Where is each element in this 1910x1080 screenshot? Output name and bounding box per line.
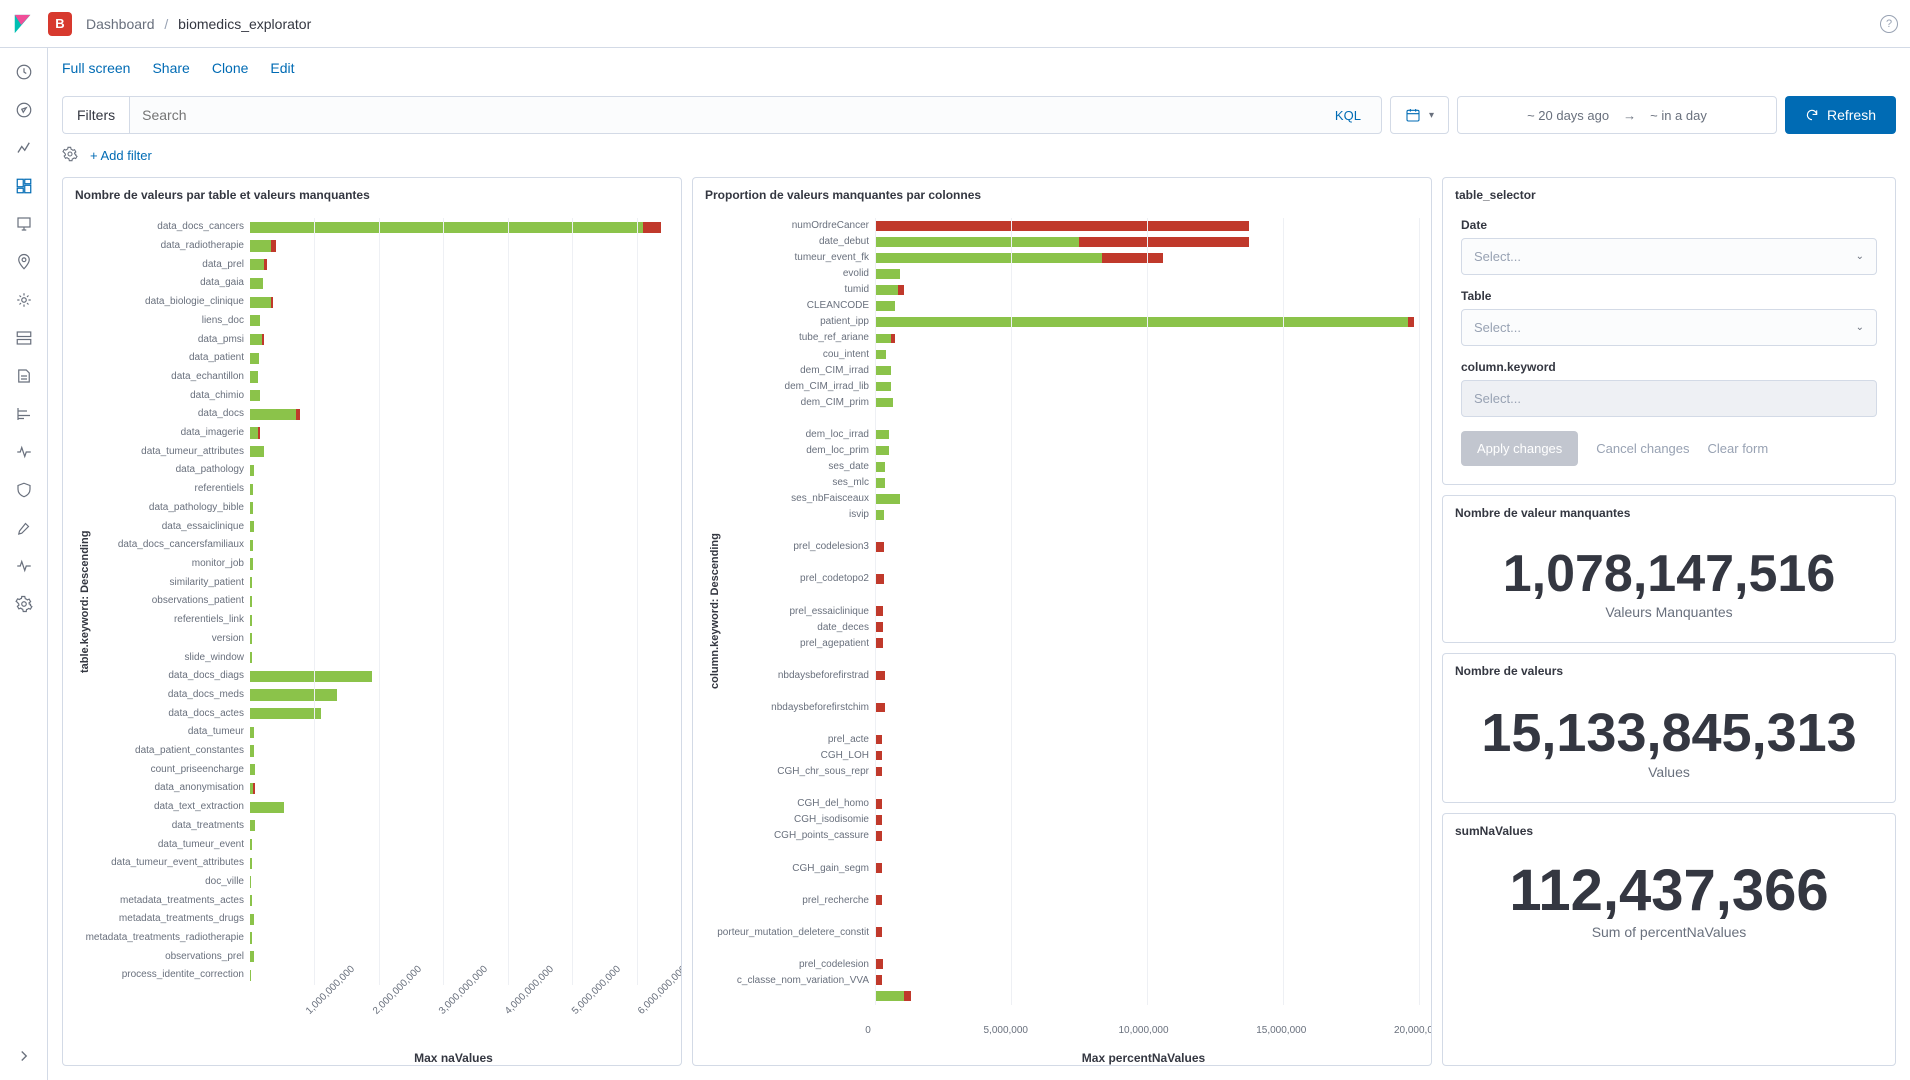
panel-title: sumNaValues bbox=[1443, 814, 1895, 848]
side-nav bbox=[0, 48, 48, 1080]
visualize-icon[interactable] bbox=[14, 138, 34, 158]
date-field-label: Date bbox=[1461, 218, 1877, 232]
panel-title: Nombre de valeur manquantes bbox=[1443, 496, 1895, 530]
panel-title: Nombre de valeurs bbox=[1443, 654, 1895, 688]
siem-icon[interactable] bbox=[14, 480, 34, 500]
table-select[interactable]: Select...⌄ bbox=[1461, 309, 1877, 346]
metric-sub: Values bbox=[1453, 764, 1885, 780]
query-bar: Filters KQL ▾ ~ 20 days ago → ~ in a day… bbox=[48, 88, 1910, 142]
kql-toggle[interactable]: KQL bbox=[1327, 108, 1369, 123]
date-select[interactable]: Select...⌄ bbox=[1461, 238, 1877, 275]
chart2-xaxis-title: Max percentNaValues bbox=[868, 1051, 1419, 1065]
breadcrumb: Dashboard / biomedics_explorator bbox=[86, 16, 311, 32]
maps-icon[interactable] bbox=[14, 252, 34, 272]
right-column: table_selector Date Select...⌄ Table Sel… bbox=[1442, 177, 1896, 1066]
date-range[interactable]: ~ 20 days ago → ~ in a day bbox=[1457, 96, 1777, 134]
breadcrumb-current: biomedics_explorator bbox=[178, 16, 311, 32]
chart1-xaxis: Max naValues 1,000,000,0002,000,000,0003… bbox=[238, 1009, 669, 1065]
fullscreen-link[interactable]: Full screen bbox=[62, 60, 130, 76]
breadcrumb-separator: / bbox=[164, 16, 168, 32]
panel-metric-missing: Nombre de valeur manquantes 1,078,147,51… bbox=[1442, 495, 1896, 643]
chevron-down-icon: ⌄ bbox=[1856, 251, 1864, 262]
panel-table-selector: table_selector Date Select...⌄ Table Sel… bbox=[1442, 177, 1896, 485]
metric-value: 112,437,366 bbox=[1445, 862, 1893, 920]
canvas-icon[interactable] bbox=[14, 214, 34, 234]
chevron-down-icon: ⌄ bbox=[1856, 322, 1864, 333]
add-filter-button[interactable]: + Add filter bbox=[90, 148, 152, 163]
uptime-icon[interactable] bbox=[14, 442, 34, 462]
metric-value: 15,133,845,313 bbox=[1453, 706, 1885, 760]
ml-icon[interactable] bbox=[14, 290, 34, 310]
breadcrumb-root[interactable]: Dashboard bbox=[86, 16, 155, 32]
refresh-label: Refresh bbox=[1827, 107, 1876, 123]
table-field-label: Table bbox=[1461, 289, 1877, 303]
clone-link[interactable]: Clone bbox=[212, 60, 249, 76]
filter-options-icon[interactable] bbox=[62, 146, 78, 165]
chart1-ylabels: data_docs_cancersdata_radiotherapiedata_… bbox=[95, 218, 250, 985]
panel-metric-values: Nombre de valeurs 15,133,845,313 Values bbox=[1442, 653, 1896, 803]
action-bar: Full screen Share Clone Edit bbox=[48, 48, 1910, 88]
metric-value: 1,078,147,516 bbox=[1453, 548, 1885, 600]
chart2-xaxis: Max percentNaValues 05,000,00010,000,000… bbox=[868, 1025, 1419, 1065]
arrow-icon: → bbox=[1623, 108, 1636, 123]
top-bar: B Dashboard / biomedics_explorator ? bbox=[0, 0, 1910, 48]
space-badge[interactable]: B bbox=[48, 12, 72, 36]
column-field-label: column.keyword bbox=[1461, 360, 1877, 374]
date-from: ~ 20 days ago bbox=[1527, 108, 1609, 123]
management-icon[interactable] bbox=[14, 594, 34, 614]
metric-sub: Sum of percentNaValues bbox=[1445, 924, 1893, 940]
search-input[interactable] bbox=[142, 107, 1327, 123]
panel-chart-columns: Proportion de valeurs manquantes par col… bbox=[692, 177, 1432, 1066]
apply-changes-button[interactable]: Apply changes bbox=[1461, 431, 1578, 466]
refresh-button[interactable]: Refresh bbox=[1785, 96, 1896, 134]
panel-title: Nombre de valeurs par table et valeurs m… bbox=[63, 178, 681, 212]
monitoring-icon[interactable] bbox=[14, 556, 34, 576]
kibana-logo-icon bbox=[12, 13, 34, 35]
calendar-icon bbox=[1405, 107, 1421, 123]
filters-label[interactable]: Filters bbox=[62, 96, 129, 134]
refresh-icon bbox=[1805, 108, 1819, 122]
panel-chart-tables: Nombre de valeurs par table et valeurs m… bbox=[62, 177, 682, 1066]
devtools-icon[interactable] bbox=[14, 518, 34, 538]
panel-title: table_selector bbox=[1443, 178, 1895, 212]
share-link[interactable]: Share bbox=[152, 60, 189, 76]
chart2-yaxis-title: column.keyword: Descending bbox=[705, 218, 725, 1005]
chart2-bars bbox=[875, 218, 1419, 1005]
filter-row: + Add filter bbox=[48, 142, 1910, 177]
metric-sub: Valeurs Manquantes bbox=[1453, 604, 1885, 620]
infra-icon[interactable] bbox=[14, 328, 34, 348]
panel-metric-sumna: sumNaValues 112,437,366 Sum of percentNa… bbox=[1442, 813, 1896, 1066]
chevron-down-icon: ▾ bbox=[1429, 110, 1434, 121]
apm-icon[interactable] bbox=[14, 404, 34, 424]
panel-title: Proportion de valeurs manquantes par col… bbox=[693, 178, 1431, 212]
search-wrap: KQL bbox=[129, 96, 1382, 134]
recent-icon[interactable] bbox=[14, 62, 34, 82]
help-icon[interactable]: ? bbox=[1880, 15, 1898, 33]
chart2-ylabels: numOrdreCancerdate_debuttumeur_event_fke… bbox=[725, 218, 875, 1005]
date-to: ~ in a day bbox=[1650, 108, 1707, 123]
clear-form-button[interactable]: Clear form bbox=[1708, 441, 1769, 456]
cancel-changes-button[interactable]: Cancel changes bbox=[1596, 441, 1689, 456]
edit-link[interactable]: Edit bbox=[270, 60, 294, 76]
chart1-xaxis-title: Max naValues bbox=[238, 1051, 669, 1065]
date-quick-button[interactable]: ▾ bbox=[1390, 96, 1449, 134]
chart1-bars bbox=[250, 218, 669, 985]
column-select: Select... bbox=[1461, 380, 1877, 417]
dashboard-icon[interactable] bbox=[14, 176, 34, 196]
expand-nav-icon[interactable] bbox=[14, 1046, 34, 1066]
logs-icon[interactable] bbox=[14, 366, 34, 386]
discover-icon[interactable] bbox=[14, 100, 34, 120]
chart1-yaxis-title: table.keyword: Descending bbox=[75, 218, 95, 985]
